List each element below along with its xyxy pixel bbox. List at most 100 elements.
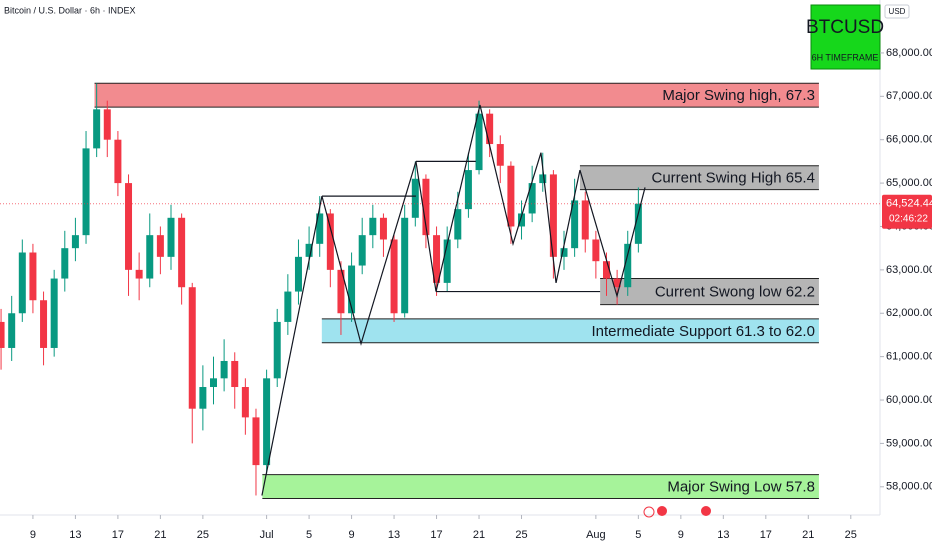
candle-body (135, 269, 143, 279)
candle-body (539, 174, 547, 184)
candle-body (0, 321, 5, 348)
badge-timeframe: 6H TIMEFRAME (812, 52, 879, 62)
zone (600, 278, 819, 305)
candle-body (114, 139, 122, 184)
swing-line (261, 104, 646, 496)
candle-body (358, 235, 366, 266)
candle-body (209, 378, 217, 388)
y-tick-label: 65,000.00 (886, 177, 932, 189)
candle-body (199, 387, 207, 409)
candle-body (443, 239, 451, 283)
x-tick-label: 13 (388, 529, 400, 541)
candle-body (178, 217, 186, 288)
candle-body (220, 360, 228, 379)
candle-body (167, 217, 175, 257)
x-tick-label: 5 (306, 529, 312, 541)
zone-label: Current Swing High 65.4 (652, 170, 815, 187)
x-tick-label: 9 (678, 529, 684, 541)
x-tick-label: 21 (154, 529, 166, 541)
candle-body (337, 269, 345, 314)
y-tick-label: 62,000.00 (886, 307, 932, 319)
candle-body (93, 109, 101, 149)
zone-label: Major Swing Low 57.8 (667, 479, 815, 496)
x-tick-label: 13 (717, 529, 729, 541)
x-tick-label: 21 (802, 529, 814, 541)
candle-body (390, 239, 398, 314)
candle-body (560, 248, 568, 257)
candle-body (486, 113, 494, 145)
candle-body (602, 261, 610, 279)
badge-symbol: BTCUSD (806, 17, 884, 38)
candle-body (624, 243, 632, 288)
candle-body (61, 248, 69, 279)
x-tick-label: 17 (112, 529, 124, 541)
y-tick-label: 59,000.00 (886, 437, 932, 449)
candle-body (273, 321, 281, 379)
zone-label: Current Swong low 62.2 (655, 284, 815, 301)
candle-body (18, 252, 26, 314)
x-tick-label: 9 (349, 529, 355, 541)
candle-body (496, 144, 504, 166)
candle-body (571, 200, 579, 249)
candle-body (284, 291, 292, 322)
candle-body (581, 200, 589, 240)
candle-body (252, 417, 260, 466)
candle-body (29, 252, 37, 301)
y-tick-label: 63,000.00 (886, 264, 932, 276)
zone-label: Intermediate Support 61.3 to 62.0 (591, 323, 814, 340)
candle-body (326, 213, 334, 270)
candle-body (71, 235, 79, 249)
candle-body (241, 387, 249, 418)
candle-body (507, 165, 515, 227)
x-tick-label: 17 (430, 529, 442, 541)
x-tick-label: Jul (260, 529, 274, 541)
candle-body (422, 178, 430, 236)
badge (810, 4, 881, 70)
x-tick-label: 17 (760, 529, 772, 541)
candle-body (433, 235, 441, 283)
currency-box (884, 4, 910, 19)
candle-body (592, 239, 600, 262)
candle-body (50, 278, 58, 348)
candle-body (156, 235, 164, 257)
zone (579, 165, 819, 190)
candle-body (634, 203, 642, 244)
event-icons (643, 506, 711, 518)
currency: USD (889, 7, 906, 16)
candle-body (411, 178, 419, 218)
candle-body (82, 148, 90, 236)
event-icon (643, 506, 655, 518)
event-icon (701, 506, 711, 516)
y-tick-label: 68,000.00 (886, 47, 932, 59)
candle-body (401, 217, 409, 314)
zone (94, 83, 819, 108)
x-tick-label: 9 (30, 529, 36, 541)
candle-body (518, 213, 526, 227)
candle-body (369, 217, 377, 236)
candle-body (379, 217, 387, 240)
y-tick-label: 67,000.00 (886, 90, 932, 102)
y-tick-label: 58,000.00 (886, 481, 932, 493)
candle-body (549, 174, 557, 257)
candle-body (103, 109, 111, 140)
candle-body (294, 256, 302, 292)
candle-body (146, 235, 154, 279)
candle-body (188, 287, 196, 409)
last-price-tag (882, 194, 932, 229)
candle-body (464, 170, 472, 210)
candle-body (348, 265, 356, 314)
x-tick-label: 25 (845, 529, 857, 541)
x-tick-label: 25 (515, 529, 527, 541)
zone (262, 474, 819, 499)
candle-body (125, 183, 133, 270)
zone-label: Major Swing high, 67.3 (662, 87, 815, 104)
candle-body (613, 278, 621, 288)
candle-body (8, 313, 16, 348)
candle-body (305, 243, 313, 257)
candle-body (263, 378, 271, 466)
y-tick-label: 61,000.00 (886, 351, 932, 363)
x-tick-label: 5 (635, 529, 641, 541)
candle-body (40, 300, 48, 348)
candle-body (475, 113, 483, 171)
